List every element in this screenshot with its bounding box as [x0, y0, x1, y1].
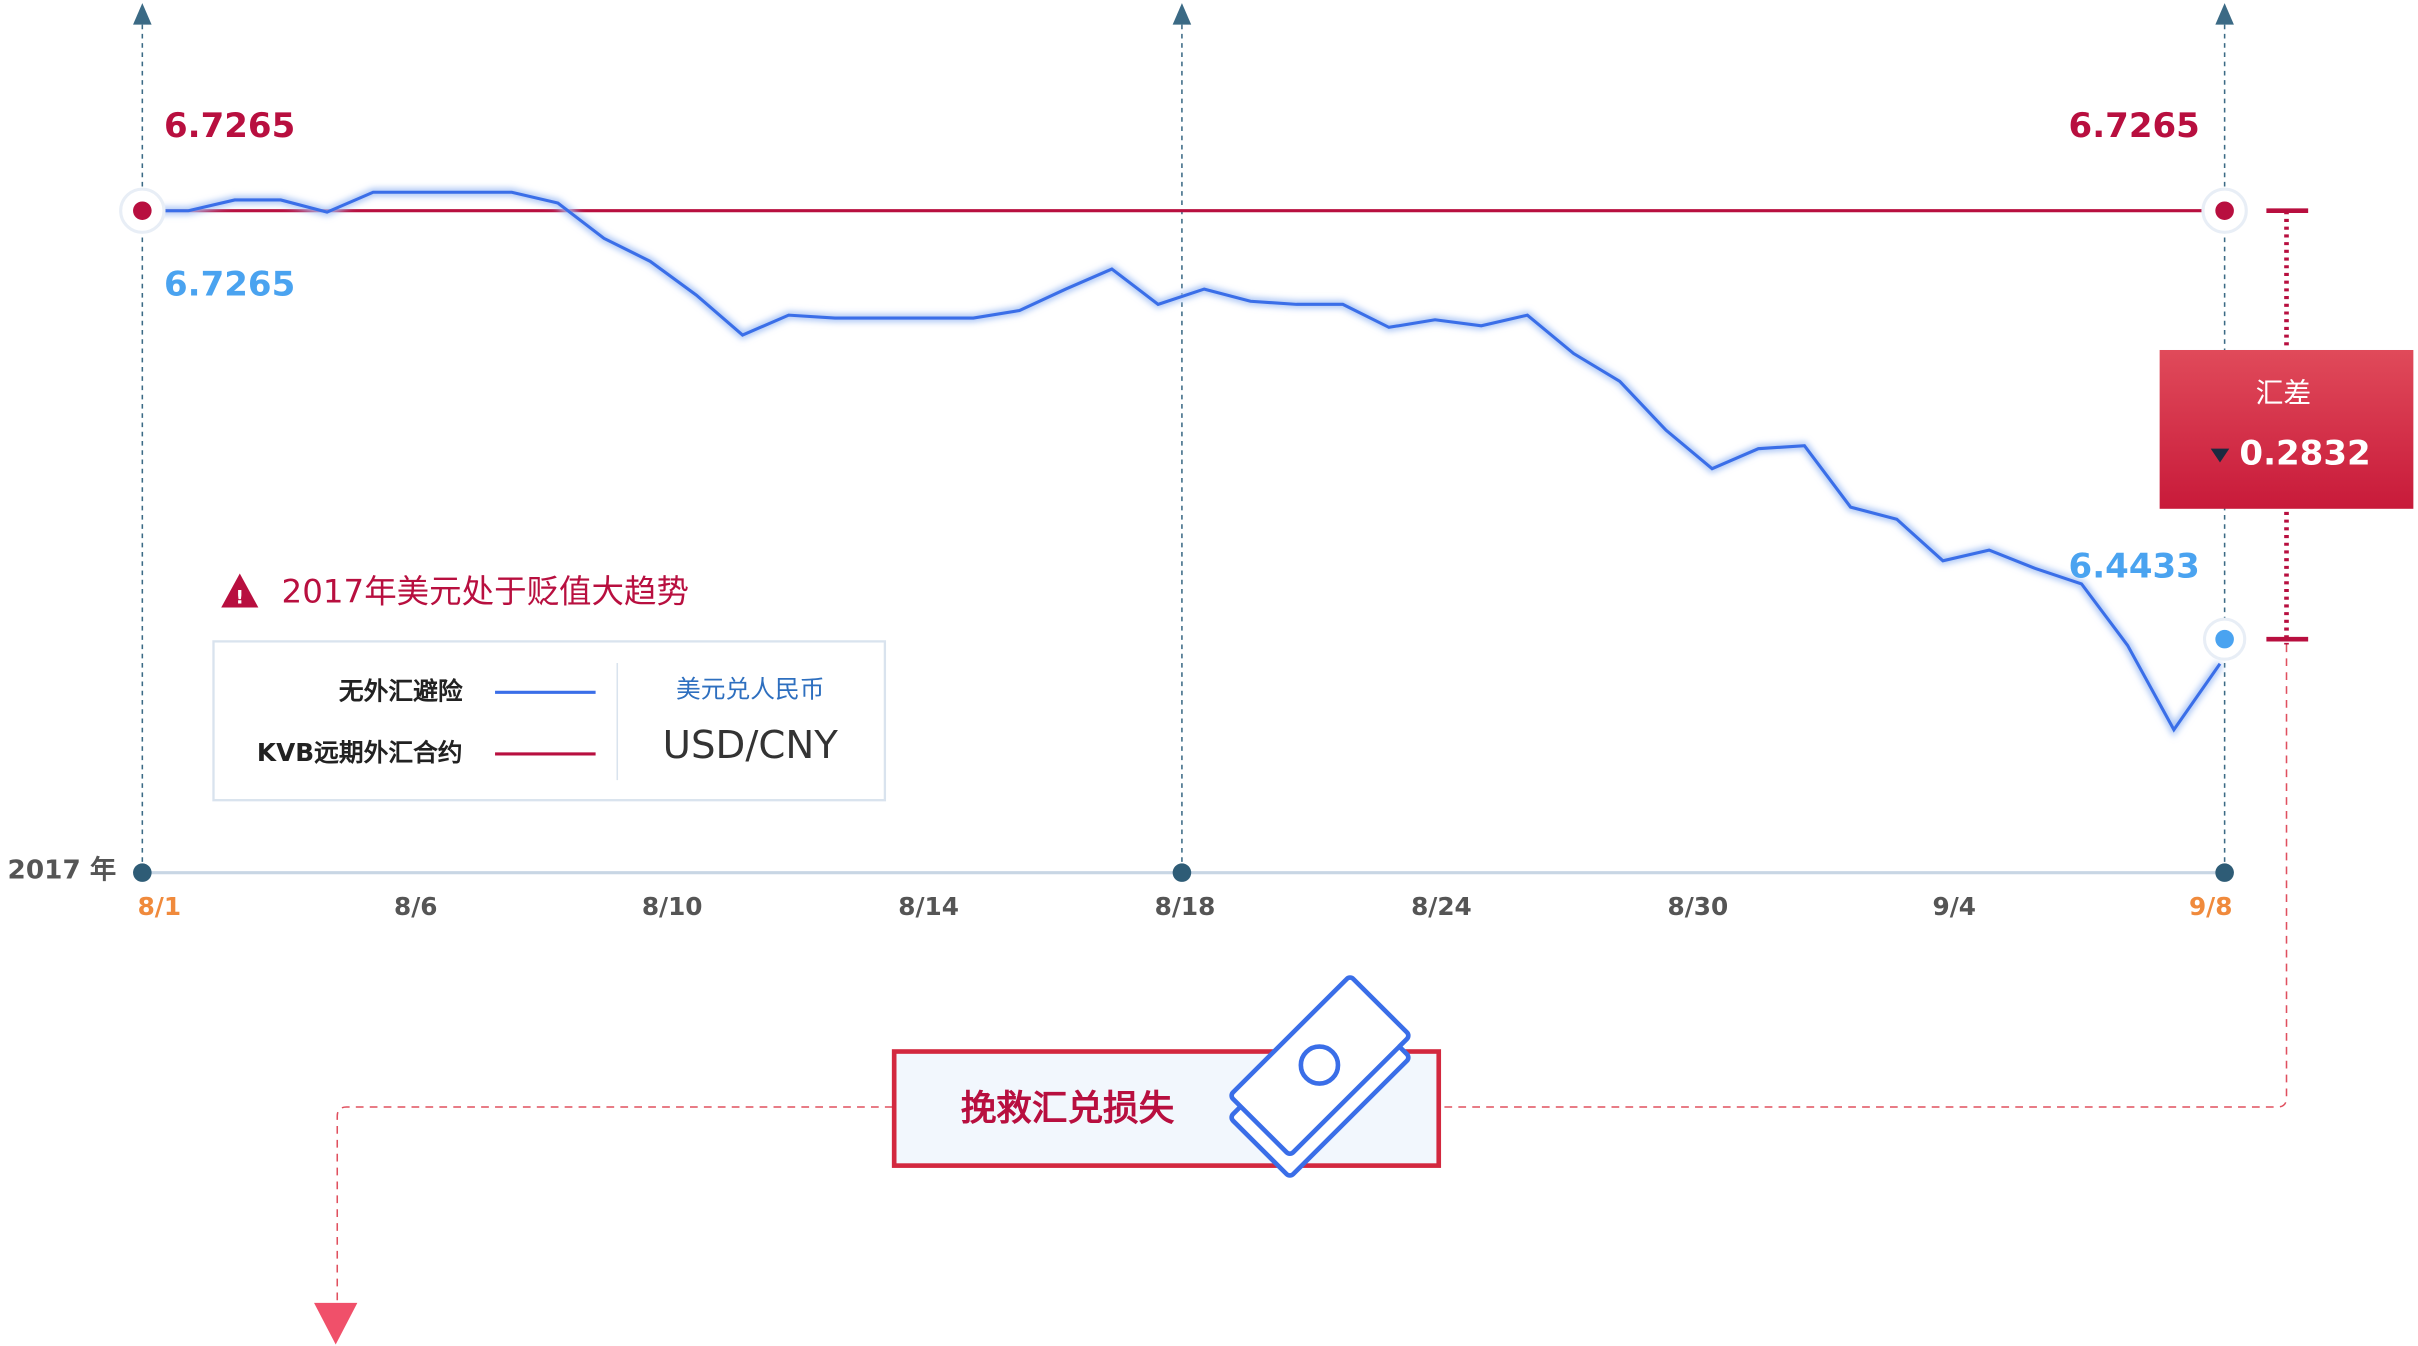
spot-end-marker — [2215, 629, 2234, 649]
down-arrow — [2210, 448, 2230, 463]
x-tick-label: 8/18 — [1155, 892, 1216, 921]
difference-title: 汇差 — [2256, 377, 2312, 410]
money-icon — [1229, 975, 1411, 1178]
x-tick-label: 8/6 — [394, 892, 437, 921]
x-tick-label: 9/8 — [2189, 892, 2232, 921]
difference-value: 0.2832 — [2239, 433, 2370, 473]
end-marker — [2215, 201, 2234, 220]
connector — [1441, 644, 2288, 1108]
x-tick-label: 8/10 — [642, 892, 703, 921]
x-tick-label: 8/30 — [1668, 892, 1729, 921]
guide-arrows — [133, 3, 2234, 25]
callout-text: 挽救汇兑损失 — [961, 1088, 1175, 1129]
warning-icon — [221, 573, 259, 608]
down-arrow-callout — [314, 1302, 358, 1345]
year-label: 2017 年 — [8, 855, 117, 886]
connector — [336, 1106, 893, 1303]
value-label: 6.4433 — [2069, 547, 2200, 587]
legend-label: KVB远期外汇合约 — [257, 738, 463, 767]
x-tick-label: 8/1 — [138, 892, 181, 921]
x-tick-label: 9/4 — [1933, 892, 1976, 921]
legend-box — [212, 640, 887, 802]
pair: USD/CNY — [663, 723, 839, 768]
pair-cn: 美元兑人民币 — [676, 675, 824, 704]
axis-dots — [133, 863, 2234, 882]
legend-label: 无外汇避险 — [339, 676, 463, 705]
start-marker — [133, 201, 152, 220]
value-label: 6.7265 — [2069, 106, 2200, 146]
warning-mark: ! — [236, 588, 244, 609]
x-tick-label: 8/14 — [898, 892, 959, 921]
x-tick-label: 8/24 — [1411, 892, 1472, 921]
value-label: 6.7265 — [164, 265, 295, 305]
annotation: 2017年美元处于贬值大趋势 — [282, 573, 689, 611]
spot-line — [142, 190, 2222, 733]
value-label: 6.7265 — [164, 106, 295, 146]
difference-box — [2159, 349, 2414, 509]
